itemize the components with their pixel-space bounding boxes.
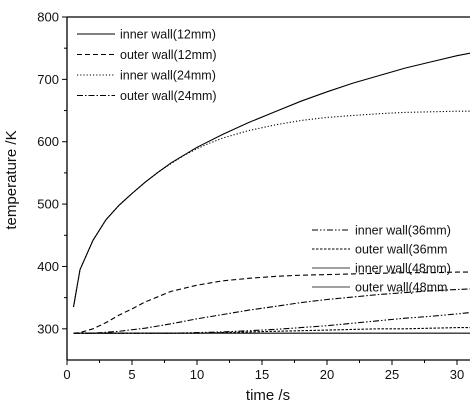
y-tick-label: 500 (37, 197, 59, 212)
series-layer (72, 52, 470, 334)
series-line-2 (73, 271, 470, 334)
x-axis-label: time /s (246, 387, 290, 404)
legend-layer: inner wall(12mm) outer wall(12mm) inner wa… (77, 28, 451, 295)
legend-label-2: outer wall(12mm) (120, 48, 217, 62)
y-tick-label: 400 (37, 259, 59, 274)
y-tick-label: 700 (37, 72, 59, 87)
series-line-6 (73, 327, 470, 334)
axes-layer: 0 5 10 15 20 25 30 300 400 500 600 700 800 (37, 10, 470, 382)
x-tick-label: 5 (128, 367, 135, 382)
x-tick-label: 10 (190, 367, 204, 382)
legend-label-8: outer wall(48mm (355, 281, 447, 295)
y-tick-label: 600 (37, 134, 59, 149)
x-tick-label: 25 (385, 367, 399, 382)
series-line-1 (72, 52, 470, 308)
y-tick-label: 300 (37, 321, 59, 336)
x-tick-label: 0 (63, 367, 70, 382)
x-tick-label: 30 (450, 367, 464, 382)
y-tick-label: 800 (37, 10, 59, 25)
legend-label-3: inner wall(24mm) (120, 69, 216, 83)
legend-label-6: outer wall(36mm (355, 243, 447, 257)
series-line-3 (72, 110, 470, 308)
legend-label-4: outer wall(24mm) (120, 89, 217, 103)
x-tick-label: 15 (255, 367, 269, 382)
legend-label-5: inner wall(36mm) (355, 224, 451, 238)
y-axis-label: temperature /K (3, 130, 20, 229)
legend-label-7: inner wall(48mm) (355, 262, 451, 276)
series-line-4 (73, 288, 470, 334)
legend-label-1: inner wall(12mm) (120, 28, 216, 42)
x-tick-label: 20 (320, 367, 334, 382)
